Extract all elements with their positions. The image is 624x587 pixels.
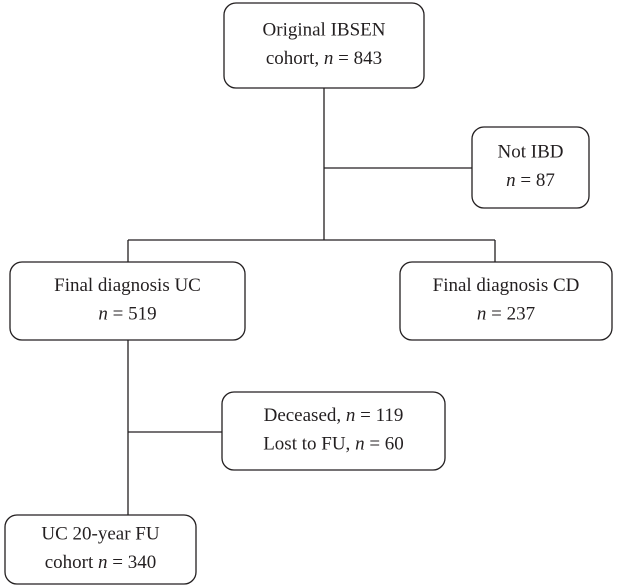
node-text: Deceased, n = 119	[264, 405, 404, 426]
text-segment: n	[324, 48, 334, 69]
node-text: Final diagnosis CD	[433, 275, 580, 296]
text-segment: = 87	[516, 170, 555, 191]
text-segment: n	[346, 405, 356, 426]
node-text: n = 87	[506, 170, 555, 191]
node-text: cohort n = 340	[45, 552, 157, 573]
node-text: Lost to FU, n = 60	[263, 434, 404, 455]
text-segment: cohort,	[266, 48, 324, 69]
node-box	[4, 514, 197, 585]
node-text: Not IBD	[498, 142, 564, 163]
text-segment: = 119	[355, 405, 403, 426]
node-box	[221, 391, 446, 471]
node-text: Final diagnosis UC	[54, 275, 201, 296]
text-segment: n	[355, 434, 365, 455]
text-segment: Original IBSEN	[263, 20, 386, 41]
node-box	[9, 261, 246, 341]
text-segment: = 843	[333, 48, 382, 69]
text-segment: = 60	[365, 434, 404, 455]
node: Original IBSEN cohort, n = 843	[223, 2, 425, 89]
node-text: n = 519	[98, 304, 156, 325]
text-segment: cohort	[45, 552, 98, 573]
node-text: cohort, n = 843	[266, 48, 382, 69]
text-segment: = 340	[108, 552, 157, 573]
text-segment: Lost to FU,	[263, 434, 355, 455]
connectors	[127, 88, 496, 515]
node-text: n = 237	[477, 304, 535, 325]
text-segment: UC 20-year FU	[41, 524, 159, 545]
node-text: Original IBSEN	[263, 20, 386, 41]
node-text: UC 20-year FU	[41, 524, 159, 545]
text-segment: Not IBD	[498, 142, 564, 163]
node: Final diagnosis UC n = 519	[9, 261, 246, 341]
node-box	[471, 126, 590, 209]
text-segment: Deceased,	[264, 405, 346, 426]
text-segment: Final diagnosis CD	[433, 275, 580, 296]
text-segment: n	[477, 304, 487, 325]
node-box	[223, 2, 425, 89]
text-segment: n	[506, 170, 516, 191]
text-segment: Final diagnosis UC	[54, 275, 201, 296]
text-segment: n	[98, 304, 108, 325]
node: UC 20-year FU cohort n = 340	[4, 514, 197, 585]
text-segment: n	[98, 552, 108, 573]
node: Final diagnosis CD n = 237	[399, 261, 613, 341]
text-segment: = 519	[108, 304, 157, 325]
node-box	[399, 261, 613, 341]
node: Not IBD n = 87	[471, 126, 590, 209]
text-segment: = 237	[486, 304, 535, 325]
